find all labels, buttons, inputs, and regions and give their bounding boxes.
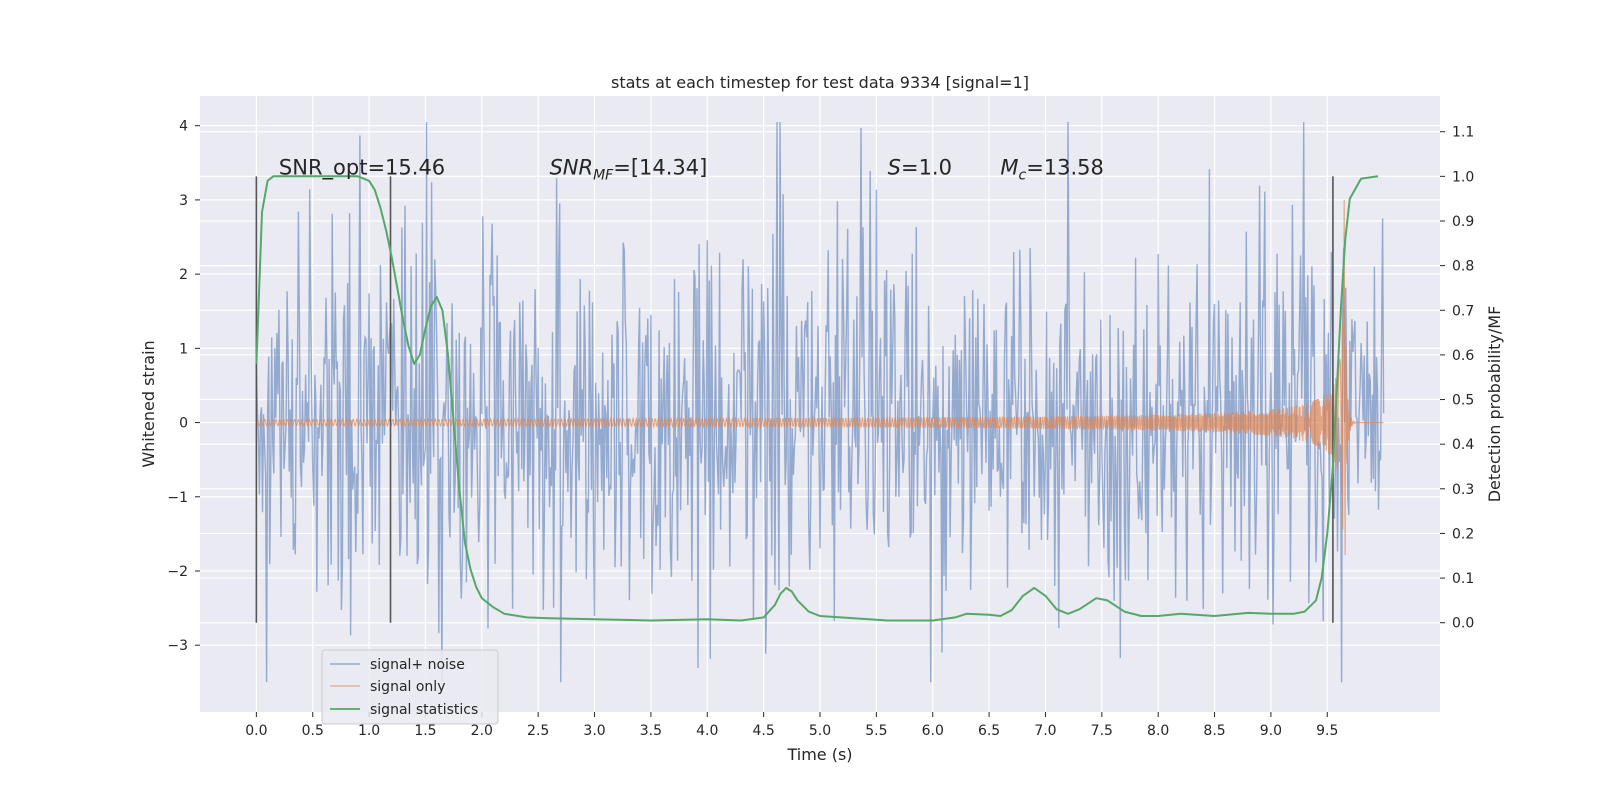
y2-tick-label-6: 0.6 xyxy=(1452,348,1474,364)
x-tick-label-12: 6.0 xyxy=(922,723,944,739)
x-tick-label-19: 9.5 xyxy=(1316,723,1338,739)
y-axis-left: −3 −2 −1 0 1 2 3 4 xyxy=(167,119,200,654)
x-tick-label-9: 4.5 xyxy=(753,723,775,739)
y2-tick-label-11: 1.1 xyxy=(1452,125,1474,141)
x-tick-label-16: 8.0 xyxy=(1147,723,1169,739)
legend: signal+ noise signal only signal statist… xyxy=(321,649,499,725)
x-tick-label-11: 5.5 xyxy=(865,723,887,739)
x-axis: 0.0 0.5 1.0 1.5 2.0 2.5 3.0 3.5 4.0 4.5 5.0 5.5 6.0 6… xyxy=(245,712,1338,739)
legend-box xyxy=(321,649,499,725)
annotation-mc: Mc=13.58 xyxy=(1000,155,1104,183)
x-tick-label-18: 9.0 xyxy=(1260,723,1282,739)
grid-lines xyxy=(200,96,1440,712)
x-tick-label-5: 2.5 xyxy=(527,723,549,739)
y2-tick-label-10: 1.0 xyxy=(1452,169,1474,185)
legend-label-signal: signal only xyxy=(370,679,445,695)
x-tick-label-3: 1.5 xyxy=(414,723,436,739)
series-signal-only xyxy=(255,199,1384,556)
y2-tick-label-7: 0.7 xyxy=(1452,303,1474,319)
y2-tick-label-0: 0.0 xyxy=(1452,616,1474,632)
legend-label-noise: signal+ noise xyxy=(370,657,465,673)
y-tick-label-3: 0 xyxy=(179,416,188,432)
y-axis-label: Whitened strain xyxy=(139,340,158,467)
y-tick-label-4: 1 xyxy=(179,341,188,357)
x-tick-label-4: 2.0 xyxy=(471,723,493,739)
y-tick-label-2: −1 xyxy=(167,490,188,506)
y2-tick-label-2: 0.2 xyxy=(1452,526,1474,542)
x-tick-label-10: 5.0 xyxy=(809,723,831,739)
y-tick-label-1: −2 xyxy=(167,564,188,580)
annotations: SNR_opt=15.46 SNRMF=[14.34] S=1.0 Mc=13.58 xyxy=(279,155,1104,183)
y-tick-label-5: 2 xyxy=(179,267,188,283)
signal-trace xyxy=(255,199,1384,556)
statistics-trace xyxy=(255,175,1379,622)
series-signal-statistics xyxy=(255,175,1379,622)
y2-tick-label-8: 0.8 xyxy=(1452,259,1474,275)
y2-axis-label: Detection probability/MF xyxy=(1485,306,1504,503)
x-tick-label-6: 3.0 xyxy=(583,723,605,739)
noise-trace xyxy=(255,121,1385,683)
x-tick-label-0: 0.0 xyxy=(245,723,267,739)
x-tick-label-15: 7.5 xyxy=(1091,723,1113,739)
x-tick-label-8: 4.0 xyxy=(696,723,718,739)
x-tick-label-14: 7.0 xyxy=(1034,723,1056,739)
annotation-snr_mf: SNRMF=[14.34] xyxy=(549,155,707,183)
y-axis-right: 0.0 0.1 0.2 0.3 0.4 0.5 0.6 0.7 0.8 0.9 1.0 1.1 xyxy=(1440,125,1474,632)
legend-label-statistics: signal statistics xyxy=(370,702,478,718)
y-tick-label-0: −3 xyxy=(167,638,188,654)
series-signal-noise xyxy=(255,121,1385,683)
chart-title: stats at each timestep for test data 933… xyxy=(611,73,1029,92)
x-tick-label-7: 3.5 xyxy=(640,723,662,739)
x-tick-label-13: 6.5 xyxy=(978,723,1000,739)
y2-tick-label-9: 0.9 xyxy=(1452,214,1474,230)
annotation-s: S=1.0 xyxy=(888,155,952,179)
y2-tick-label-3: 0.3 xyxy=(1452,482,1474,498)
y2-tick-label-4: 0.4 xyxy=(1452,437,1474,453)
y-tick-label-6: 3 xyxy=(179,193,188,209)
y-tick-label-7: 4 xyxy=(179,119,188,135)
x-tick-label-1: 0.5 xyxy=(302,723,324,739)
y2-tick-label-1: 0.1 xyxy=(1452,571,1474,587)
x-tick-label-17: 8.5 xyxy=(1203,723,1225,739)
x-axis-label: Time (s) xyxy=(786,745,852,764)
x-tick-label-2: 1.0 xyxy=(358,723,380,739)
y2-tick-label-5: 0.5 xyxy=(1452,393,1474,409)
annotation-snr_opt: SNR_opt=15.46 xyxy=(279,155,445,180)
